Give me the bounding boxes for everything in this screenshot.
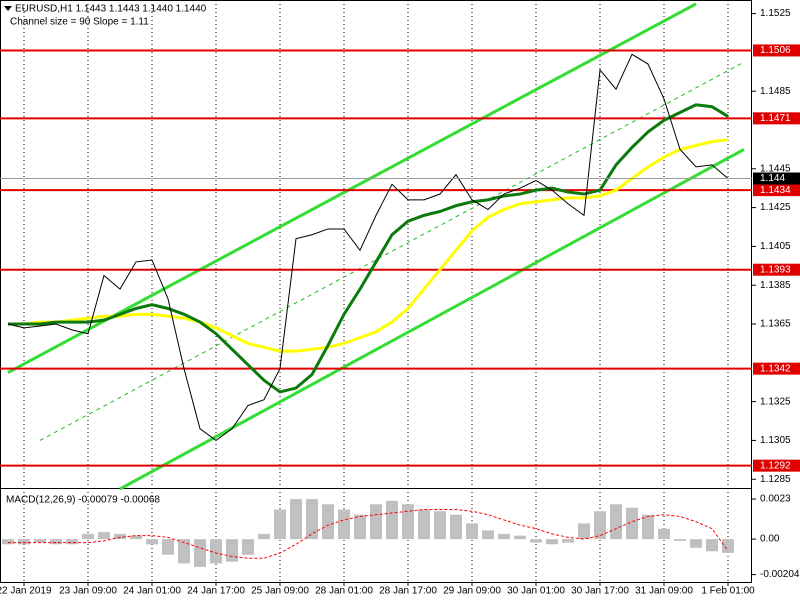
channel-line (39, 61, 745, 441)
level-label-box (753, 112, 800, 125)
macd-bar (482, 530, 494, 540)
y-tick-label: 1.1445 (760, 163, 791, 174)
x-tick-label: 28 Jan 17:00 (379, 586, 437, 597)
y-tick-label: 1.1485 (760, 86, 791, 97)
y-tick-label: 1.1425 (760, 202, 791, 213)
macd-bar (210, 539, 222, 564)
level-label: 1.1292 (760, 460, 791, 471)
macd-bar (50, 539, 62, 545)
x-tick-label: 24 Jan 17:00 (187, 586, 245, 597)
macd-bar (674, 539, 686, 541)
macd-bar (322, 504, 334, 540)
last-price-box (753, 172, 800, 185)
macd-bar (450, 514, 462, 540)
y-tick-label: 0.00 (760, 534, 780, 545)
moving-average (8, 103, 729, 394)
x-tick-label: 30 Jan 17:00 (571, 586, 629, 597)
macd-bar (722, 539, 734, 553)
macd-bar (658, 528, 670, 540)
macd-bar (642, 514, 654, 540)
level-label: 1.1506 (760, 45, 791, 56)
macd-bar (386, 500, 398, 540)
x-tick-label: 25 Jan 09:00 (251, 586, 309, 597)
macd-bar (66, 539, 78, 545)
macd-bar (146, 539, 158, 545)
macd-bar (162, 539, 174, 555)
macd-bar (194, 539, 206, 567)
macd-bar (562, 539, 574, 543)
macd-bar (530, 539, 542, 543)
y-tick-label: 1.1385 (760, 280, 791, 291)
macd-bar (18, 539, 30, 545)
macd-bar (370, 504, 382, 540)
y-tick-label: 1.1285 (760, 474, 791, 485)
macd-bar (242, 539, 254, 555)
macd-bar (178, 539, 190, 564)
macd-bar (402, 504, 414, 540)
level-label-box (753, 459, 800, 472)
y-tick-label: 0.0023 (760, 494, 791, 505)
menu-arrow (4, 6, 12, 11)
macd-bar (114, 533, 126, 540)
chart-subtitle: Channel size = 90 Slope = 1.11 (10, 17, 149, 28)
macd-bar (418, 509, 430, 540)
x-tick-label: 29 Jan 09:00 (443, 586, 501, 597)
macd-bar (226, 539, 238, 562)
y-tick-label: 1.1325 (760, 396, 791, 407)
level-label: 1.1342 (760, 363, 791, 374)
chart-title: EURUSD,H1 1.1443 1.1443 1.1440 1.1440 (15, 4, 207, 15)
macd-bar (706, 539, 718, 552)
macd-bar (466, 523, 478, 540)
level-label: 1.1434 (760, 185, 791, 196)
x-tick-label: 23 Jan 09:00 (59, 586, 117, 597)
macd-bar (498, 533, 510, 540)
macd-bar (610, 504, 622, 540)
level-label: 1.1471 (760, 113, 791, 124)
channel-line (119, 148, 745, 491)
macd-bar (578, 523, 590, 540)
x-tick-label: 30 Jan 01:00 (507, 586, 565, 597)
y-tick-label: 1.1405 (760, 241, 791, 252)
macd-bar (434, 511, 446, 540)
level-label-box (753, 184, 800, 197)
level-label-box (753, 44, 800, 57)
signal-line (8, 508, 729, 559)
channel-line (7, 2, 697, 374)
y-tick-label: 1.1365 (760, 319, 791, 330)
macd-bar (98, 532, 110, 540)
x-tick-label: 22 Jan 2019 (0, 586, 52, 597)
macd-bar (34, 539, 46, 543)
y-tick-label: 1.1525 (760, 8, 791, 19)
x-tick-label: 28 Jan 01:00 (315, 586, 373, 597)
macd-bar (338, 509, 350, 540)
macd-bar (354, 514, 366, 540)
y-tick-label: 1.1305 (760, 435, 791, 446)
level-label: 1.1393 (760, 264, 791, 275)
macd-bar (2, 539, 14, 545)
macd-bar (690, 539, 702, 548)
macd-bar (290, 499, 302, 540)
macd-bar (130, 535, 142, 540)
y-tick-label: -0.00204 (760, 569, 800, 580)
macd-bar (626, 507, 638, 540)
moving-average (8, 138, 729, 353)
macd-bar (546, 539, 558, 545)
macd-bar (258, 533, 270, 540)
last-price-label: 1.144 (760, 173, 785, 184)
macd-bar (514, 535, 526, 540)
macd-bar (594, 511, 606, 540)
macd-title: MACD(12,26,9) -0.00079 -0.00068 (6, 495, 160, 506)
level-label-box (753, 263, 800, 276)
macd-bar (82, 533, 94, 540)
x-tick-label: 24 Jan 01:00 (123, 586, 181, 597)
macd-bar (306, 499, 318, 540)
macd-bar (274, 509, 286, 540)
x-tick-label: 31 Jan 09:00 (635, 586, 693, 597)
price-line (7, 53, 729, 442)
level-label-box (753, 362, 800, 375)
x-tick-label: 1 Feb 01:00 (701, 586, 755, 597)
